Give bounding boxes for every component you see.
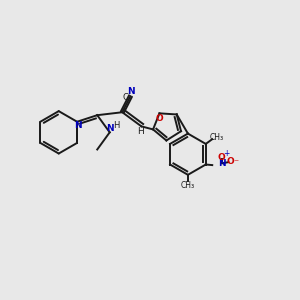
Text: ⁻: ⁻ [233,158,239,168]
Text: O: O [218,153,225,162]
Text: CH₃: CH₃ [210,133,224,142]
Text: C: C [122,93,128,102]
Text: N: N [127,87,135,96]
Text: N: N [106,124,114,133]
Text: N: N [218,159,226,168]
Text: H: H [137,127,144,136]
Text: CH₃: CH₃ [181,181,195,190]
Text: H: H [113,121,119,130]
Text: O: O [227,157,235,166]
Text: N: N [74,122,82,130]
Text: O: O [156,114,163,123]
Text: +: + [223,149,230,158]
